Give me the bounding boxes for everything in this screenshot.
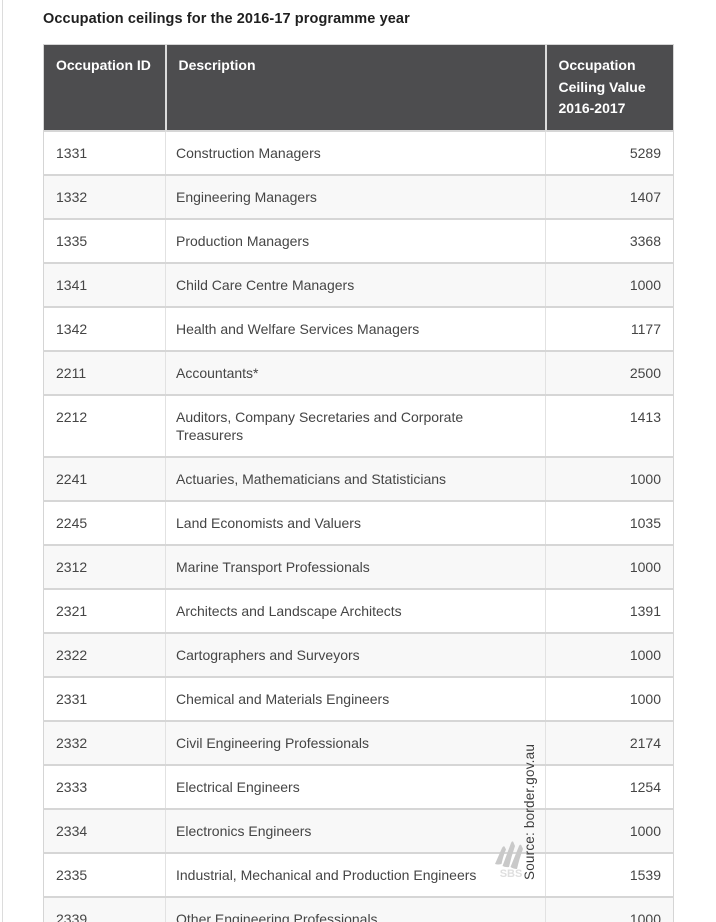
cell-ceiling-value: 1000 [545,262,674,308]
cell-description: Marine Transport Professionals [165,544,546,590]
cell-occupation-id: 2312 [43,544,166,590]
table-row: 1331 Construction Managers 5289 [43,130,674,176]
cell-ceiling-value: 1177 [545,306,674,352]
cell-occupation-id: 2212 [43,394,166,458]
cell-description: Industrial, Mechanical and Production En… [165,852,546,898]
cell-occupation-id: 2331 [43,676,166,722]
cell-description: Cartographers and Surveyors [165,632,546,678]
cell-occupation-id: 2335 [43,852,166,898]
table-row: 2245 Land Economists and Valuers 1035 [43,500,674,546]
cell-occupation-id: 2322 [43,632,166,678]
table-row: 2332 Civil Engineering Professionals 217… [43,720,674,766]
page-left-border [2,0,3,922]
cell-description: Health and Welfare Services Managers [165,306,546,352]
cell-ceiling-value: 1254 [545,764,674,810]
table-row: 1341 Child Care Centre Managers 1000 [43,262,674,308]
table-body: 1331 Construction Managers 5289 1332 Eng… [43,130,674,922]
cell-description: Engineering Managers [165,174,546,220]
cell-description: Land Economists and Valuers [165,500,546,546]
cell-occupation-id: 2245 [43,500,166,546]
cell-description: Other Engineering Professionals [165,896,546,922]
cell-description: Production Managers [165,218,546,264]
table-header: Occupation ID Description Occupation Cei… [43,44,674,132]
table-row: 2333 Electrical Engineers 1254 [43,764,674,810]
cell-ceiling-value: 1000 [545,456,674,502]
table-row: 2211 Accountants* 2500 [43,350,674,396]
cell-description: Construction Managers [165,130,546,176]
table-row: 2335 Industrial, Mechanical and Producti… [43,852,674,898]
cell-occupation-id: 2332 [43,720,166,766]
cell-ceiling-value: 1000 [545,808,674,854]
cell-description: Electrical Engineers [165,764,546,810]
cell-description: Chemical and Materials Engineers [165,676,546,722]
cell-description: Child Care Centre Managers [165,262,546,308]
sbs-flame-icon [495,841,523,869]
cell-ceiling-value: 3368 [545,218,674,264]
table-row: 2312 Marine Transport Professionals 1000 [43,544,674,590]
page-title: Occupation ceilings for the 2016-17 prog… [43,11,410,27]
table-row: 1332 Engineering Managers 1407 [43,174,674,220]
table-row: 2321 Architects and Landscape Architects… [43,588,674,634]
cell-description: Accountants* [165,350,546,396]
cell-description: Civil Engineering Professionals [165,720,546,766]
table-row: 2241 Actuaries, Mathematicians and Stati… [43,456,674,502]
cell-occupation-id: 2334 [43,808,166,854]
column-header-occupation-id: Occupation ID [43,44,167,132]
sbs-logo-watermark: SBS [492,833,528,879]
cell-occupation-id: 2241 [43,456,166,502]
cell-occupation-id: 2339 [43,896,166,922]
cell-description: Auditors, Company Secretaries and Corpor… [165,394,546,458]
table-row: 2331 Chemical and Materials Engineers 10… [43,676,674,722]
cell-occupation-id: 2333 [43,764,166,810]
cell-occupation-id: 1341 [43,262,166,308]
cell-occupation-id: 2321 [43,588,166,634]
cell-ceiling-value: 1000 [545,632,674,678]
cell-description: Actuaries, Mathematicians and Statistici… [165,456,546,502]
cell-occupation-id: 1331 [43,130,166,176]
cell-occupation-id: 2211 [43,350,166,396]
cell-ceiling-value: 5289 [545,130,674,176]
cell-description: Electronics Engineers [165,808,546,854]
cell-occupation-id: 1332 [43,174,166,220]
cell-occupation-id: 1335 [43,218,166,264]
occupation-ceilings-table: Occupation ID Description Occupation Cei… [43,44,674,922]
table-row: 2212 Auditors, Company Secretaries and C… [43,394,674,458]
table-row: 2339 Other Engineering Professionals 100… [43,896,674,922]
cell-ceiling-value: 1413 [545,394,674,458]
cell-ceiling-value: 1000 [545,544,674,590]
table-row: 1342 Health and Welfare Services Manager… [43,306,674,352]
table-row: 2334 Electronics Engineers 1000 [43,808,674,854]
table-row: 2322 Cartographers and Surveyors 1000 [43,632,674,678]
source-attribution: Source: border.gov.au [522,743,537,880]
cell-ceiling-value: 1000 [545,676,674,722]
column-header-ceiling-value: Occupation Ceiling Value 2016-2017 [545,44,674,132]
column-header-description: Description [165,44,547,132]
cell-ceiling-value: 1000 [545,896,674,922]
table-row: 1335 Production Managers 3368 [43,218,674,264]
header-row: Occupation ID Description Occupation Cei… [43,44,674,132]
cell-ceiling-value: 2500 [545,350,674,396]
cell-occupation-id: 1342 [43,306,166,352]
sbs-logo-text: SBS [500,868,523,879]
cell-ceiling-value: 1407 [545,174,674,220]
cell-ceiling-value: 1391 [545,588,674,634]
cell-ceiling-value: 2174 [545,720,674,766]
cell-description: Architects and Landscape Architects [165,588,546,634]
cell-ceiling-value: 1035 [545,500,674,546]
cell-ceiling-value: 1539 [545,852,674,898]
